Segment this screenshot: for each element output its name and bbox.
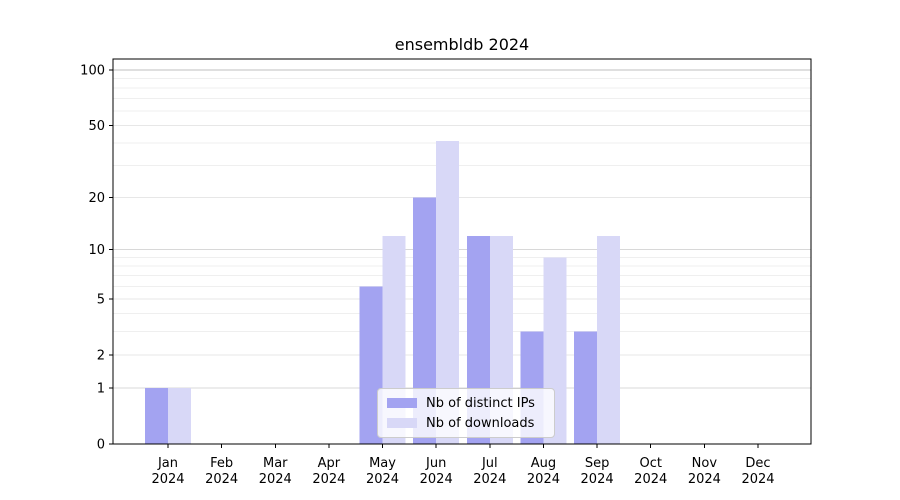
legend: Nb of distinct IPs Nb of downloads xyxy=(377,388,555,438)
legend-swatch-distinct-ips xyxy=(387,398,417,408)
x-tick-label-month: Jan xyxy=(157,456,178,471)
x-tick-label-year: 2024 xyxy=(205,472,238,487)
bar-sep-ips xyxy=(574,331,598,444)
x-tick-label-year: 2024 xyxy=(741,472,774,487)
x-tick-label-year: 2024 xyxy=(527,472,560,487)
y-tick-label: 5 xyxy=(97,292,105,307)
x-tick-label-year: 2024 xyxy=(634,472,667,487)
y-tick-label: 50 xyxy=(88,119,105,134)
bar-sep-downloads xyxy=(597,236,621,444)
x-tick-label-month: Dec xyxy=(745,456,770,471)
x-tick-label-year: 2024 xyxy=(366,472,399,487)
x-tick-label-month: Nov xyxy=(692,456,718,471)
x-tick-label-month: May xyxy=(369,456,396,471)
bar-jan-ips xyxy=(145,387,168,444)
y-tick-label: 2 xyxy=(97,348,105,363)
legend-swatch-downloads xyxy=(387,418,417,428)
x-tick-label-month: Jul xyxy=(481,456,498,471)
x-tick-label-month: Aug xyxy=(531,456,556,471)
x-tick-label-year: 2024 xyxy=(473,472,506,487)
bar-jun-ips xyxy=(413,197,437,444)
x-tick-label-year: 2024 xyxy=(312,472,345,487)
bar-jun-downloads xyxy=(436,141,460,445)
x-tick-label-year: 2024 xyxy=(420,472,453,487)
bar-may-ips xyxy=(359,286,383,444)
y-tick-label: 10 xyxy=(88,243,105,258)
x-tick-label-month: Sep xyxy=(585,456,610,471)
x-tick-label-month: Jun xyxy=(425,456,446,471)
legend-label-distinct-ips: Nb of distinct IPs xyxy=(426,395,535,411)
x-tick-label-year: 2024 xyxy=(688,472,721,487)
x-tick-label-year: 2024 xyxy=(581,472,614,487)
y-tick-label: 1 xyxy=(97,381,105,396)
y-tick-label: 0 xyxy=(97,438,105,453)
x-tick-label-month: Oct xyxy=(639,456,661,471)
axis-frame xyxy=(112,58,812,445)
chart-title: ensembldb 2024 xyxy=(394,35,530,54)
x-tick-label-month: Apr xyxy=(318,456,341,471)
y-tick-label: 100 xyxy=(80,63,105,78)
legend-item-downloads: Nb of downloads xyxy=(387,416,545,431)
x-tick-label-year: 2024 xyxy=(259,472,292,487)
legend-item-distinct-ips: Nb of distinct IPs xyxy=(387,396,545,411)
x-tick-label-month: Feb xyxy=(210,456,233,471)
bar-jan-downloads xyxy=(168,387,191,444)
y-tick-label: 20 xyxy=(88,191,105,206)
x-tick-label-month: Mar xyxy=(263,456,288,471)
legend-label-downloads: Nb of downloads xyxy=(426,415,535,431)
x-tick-label-year: 2024 xyxy=(151,472,184,487)
